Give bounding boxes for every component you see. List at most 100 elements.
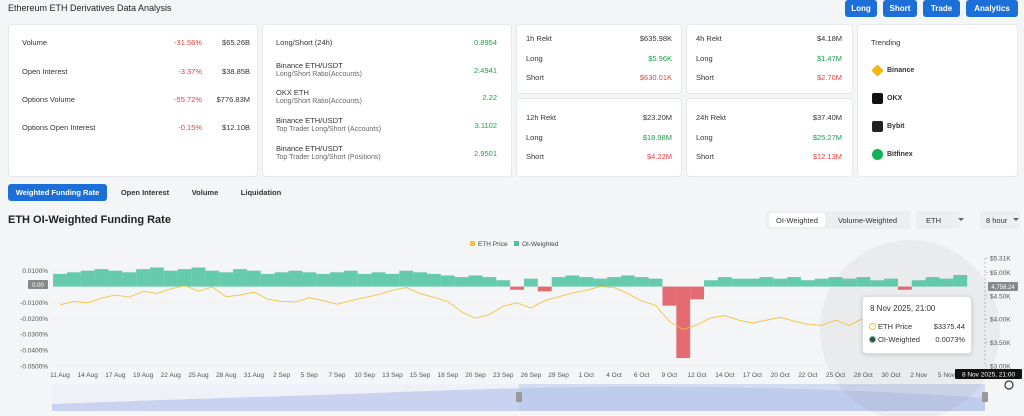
rekt-label: Long (526, 53, 543, 63)
stat-value: $776.83M (216, 95, 250, 104)
navigator-handle[interactable] (516, 392, 522, 402)
ratio-sublabel: Long/Short Ratio(Accounts) (276, 71, 362, 78)
exchange-name[interactable]: OKX (887, 95, 903, 102)
ratio-value: 2.4941 (474, 66, 497, 75)
funding-bar (828, 277, 843, 287)
funding-bar (676, 286, 691, 359)
funding-bar (136, 269, 151, 287)
select[interactable]: ETH (916, 211, 960, 229)
stat-change: -55.72% (174, 95, 202, 104)
x-tick-label: 14 Oct (715, 372, 734, 379)
ratios-card (262, 24, 512, 177)
funding-bar (274, 272, 289, 287)
exchange-icon (872, 121, 883, 132)
stat-value: $38.85B (222, 67, 250, 76)
chevron (1013, 218, 1019, 224)
exchange-name[interactable]: Bitfinex (887, 151, 913, 158)
stat-label: Open Interest (22, 67, 68, 76)
y-tick-label: -0.0500% (20, 364, 48, 371)
rekt-value: $25.27M (812, 132, 842, 142)
exchange-name[interactable]: Binance (887, 67, 915, 74)
funding-bar (897, 286, 912, 290)
rekt-card (516, 98, 682, 177)
rekt-value: $18.98M (642, 132, 672, 142)
x-tick-label: 14 Aug (78, 372, 99, 379)
funding-bar (260, 273, 275, 287)
y2-tick-label: $4.50K (990, 293, 1011, 300)
funding-bar (551, 277, 566, 287)
crosshair-label: 8 Nov 2025, 21:00 (962, 372, 1016, 379)
tab[interactable]: Liquidation (240, 188, 282, 197)
x-tick-label: 22 Oct (798, 372, 817, 379)
x-tick-label: 9 Oct (662, 372, 678, 379)
trending-card (857, 24, 1018, 177)
navigator-selection[interactable] (519, 384, 985, 411)
stat-label: Volume (22, 38, 48, 47)
funding-bar (607, 277, 621, 287)
rekt-card (686, 24, 853, 94)
funding-bar (482, 277, 497, 287)
rekt-value: $12.13M (812, 152, 842, 161)
x-tick-label: 15 Sep (410, 372, 431, 379)
select[interactable]: 8 hour (980, 211, 1020, 229)
x-tick-label: 5 Nov (938, 372, 956, 379)
x-tick-label: 2 Sep (273, 372, 290, 379)
toggle[interactable]: Volume-Weighted (837, 215, 898, 225)
trending-title: Trending (871, 38, 901, 47)
rekt-value: $5.96K (648, 53, 672, 63)
x-tick-label: 11 Aug (50, 372, 70, 379)
funding-bar (634, 277, 649, 287)
nav-button[interactable]: Trade (923, 0, 960, 17)
x-tick-label: 2 Nov (910, 372, 928, 379)
ratio-label: OKX ETH (276, 88, 309, 97)
rekt-card (686, 98, 853, 177)
x-tick-label: 25 Oct (826, 372, 845, 379)
x-tick-label: 13 Sep (382, 372, 403, 379)
tab[interactable]: Weighted Funding Rate (8, 184, 107, 201)
rekt-value: $4.22M (646, 152, 672, 161)
rekt-label: Long (696, 53, 713, 63)
funding-bar (177, 269, 192, 287)
funding-bar (953, 274, 968, 287)
tooltip-value: 0.0073% (935, 335, 965, 344)
rekt-label: 1h Rekt (526, 34, 552, 43)
tab[interactable]: Open Interest (120, 188, 170, 197)
y-tick-label: -0.0200% (20, 316, 48, 323)
nav-button[interactable]: Analytics (966, 0, 1018, 17)
funding-bar (579, 277, 594, 287)
x-tick-label: 25 Aug (188, 372, 209, 379)
y2-tick-label: $5.31K (990, 256, 1011, 263)
rekt-card (516, 24, 682, 94)
funding-bar (357, 273, 372, 287)
stat-change: -0.15% (178, 123, 202, 132)
nav-button[interactable]: Short (883, 0, 917, 17)
ratio-value: 2.9501 (474, 149, 497, 158)
x-tick-label: 23 Sep (493, 372, 514, 379)
funding-bar (413, 272, 428, 287)
reset-icon (1004, 380, 1014, 390)
x-tick-label: 20 Sep (465, 372, 486, 379)
ratio-label: Binance ETH/USDT (276, 144, 343, 153)
funding-bar (454, 277, 469, 287)
tab[interactable]: Volume (191, 188, 219, 197)
x-tick-label: 17 Oct (743, 372, 762, 379)
rekt-label: 4h Rekt (696, 34, 722, 43)
funding-bar (205, 270, 220, 287)
funding-bar (800, 280, 815, 287)
legend-label: OI-Weighted (522, 241, 559, 248)
chevron (958, 218, 964, 224)
funding-bar (662, 286, 677, 306)
x-tick-label: 30 Oct (881, 372, 900, 379)
toggle[interactable]: OI-Weighted (769, 213, 825, 227)
x-tick-label: 7 Sep (329, 372, 346, 379)
funding-bar (191, 267, 206, 287)
ratio-label: Binance ETH/USDT (276, 61, 343, 70)
navigator-handle[interactable] (982, 392, 988, 402)
exchange-name[interactable]: Bybit (887, 123, 905, 130)
funding-bar (399, 270, 414, 287)
x-tick-label: 20 Oct (771, 372, 790, 379)
funding-bar (690, 286, 705, 300)
nav-button[interactable]: Long (845, 0, 877, 17)
stat-label: Options Open Interest (22, 123, 96, 132)
